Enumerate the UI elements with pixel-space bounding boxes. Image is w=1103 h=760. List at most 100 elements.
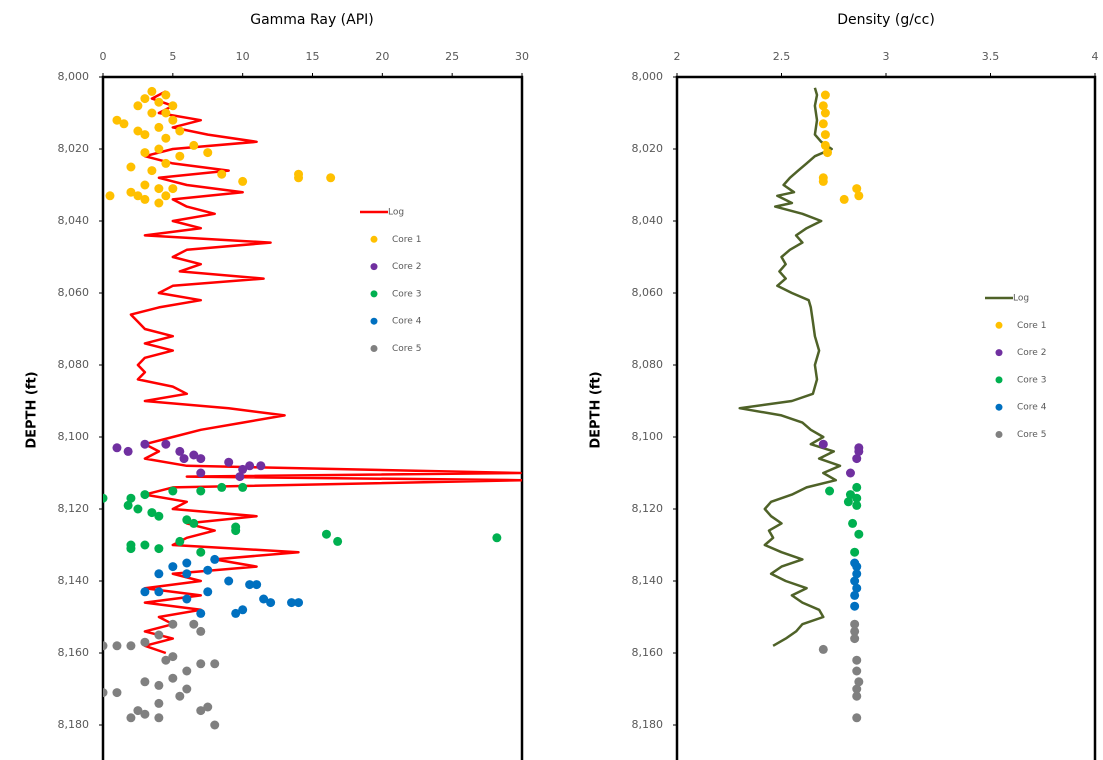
legend-swatch <box>370 290 378 298</box>
x-tick-label: 3.5 <box>982 50 1000 63</box>
core-point <box>133 191 143 201</box>
y-tick-label: 8,060 <box>58 286 90 299</box>
core-point <box>103 493 108 503</box>
y-tick-label: 8,020 <box>632 142 664 155</box>
y-tick-label: 8,100 <box>58 430 90 443</box>
core-point <box>850 547 860 557</box>
core-point <box>196 486 206 496</box>
core-point <box>238 464 248 474</box>
core-point <box>854 191 864 201</box>
chart-title: Density (g/cc) <box>837 12 935 28</box>
core-point <box>126 187 136 197</box>
x-tick-label: 15 <box>306 50 320 63</box>
core-point <box>147 166 157 176</box>
core-point <box>231 526 241 536</box>
core-point <box>820 108 830 118</box>
y-tick-label: 8,180 <box>58 718 90 731</box>
core-point <box>168 101 178 111</box>
log-line <box>738 87 842 647</box>
core-point <box>854 446 864 456</box>
plot-area <box>103 86 522 730</box>
core-point <box>140 677 150 687</box>
core-point <box>852 454 862 464</box>
core-point <box>820 90 830 100</box>
core-point <box>123 500 133 510</box>
core-point <box>850 619 860 629</box>
core-point <box>326 173 336 183</box>
y-axis-title: DEPTH (ft) <box>25 371 40 448</box>
core-point <box>492 533 502 543</box>
core-point <box>238 482 248 492</box>
core-point <box>140 180 150 190</box>
x-tick-label: 25 <box>445 50 459 63</box>
core-point <box>168 652 178 662</box>
core-point <box>161 108 171 118</box>
core-point <box>217 482 227 492</box>
core-point <box>852 655 862 665</box>
core-point <box>123 446 133 456</box>
core-point <box>140 194 150 204</box>
core-point <box>820 140 830 150</box>
legend-label: Core 3 <box>392 289 421 299</box>
core-point <box>294 598 304 608</box>
y-tick-label: 8,120 <box>632 502 664 515</box>
core-point <box>210 554 220 564</box>
core-point <box>850 590 860 600</box>
core-point <box>133 504 143 514</box>
legend-label: Core 5 <box>392 344 421 354</box>
core-point <box>175 536 185 546</box>
core-point <box>843 497 853 507</box>
core-point <box>175 691 185 701</box>
core-point <box>112 115 122 125</box>
core-point <box>147 108 157 118</box>
core-point <box>287 598 297 608</box>
legend-label: Log <box>1013 294 1029 304</box>
core-point <box>154 713 164 723</box>
core-point <box>850 576 860 586</box>
log-line <box>129 90 522 655</box>
core-point <box>231 608 241 618</box>
core-point <box>818 101 828 111</box>
core-point <box>182 684 192 694</box>
core-point <box>818 439 828 449</box>
legend-swatch <box>995 403 1003 411</box>
core-point <box>852 562 862 572</box>
core-point <box>168 562 178 572</box>
core-point <box>256 461 266 471</box>
core-point <box>147 508 157 518</box>
core-point <box>321 529 331 539</box>
core-point <box>140 540 150 550</box>
core-point <box>852 666 862 676</box>
core-point <box>252 580 262 590</box>
y-tick-label: 8,140 <box>58 574 90 587</box>
legend-swatch <box>995 431 1003 438</box>
core-point <box>196 547 206 557</box>
core-point <box>112 641 122 651</box>
core-point <box>224 457 234 467</box>
core-point <box>852 500 862 510</box>
x-tick-label: 5 <box>169 50 176 63</box>
core-point <box>154 144 164 154</box>
legend-swatch <box>370 263 378 271</box>
y-tick-label: 8,080 <box>632 358 664 371</box>
x-tick-label: 0 <box>100 50 107 63</box>
core-point <box>825 486 835 496</box>
legend-label: Core 2 <box>1017 348 1046 358</box>
core-point <box>168 673 178 683</box>
core-point <box>133 126 143 136</box>
y-tick-label: 8,000 <box>632 70 664 83</box>
core-point <box>140 439 150 449</box>
core-point <box>179 454 189 464</box>
core-point <box>848 518 858 528</box>
x-tick-label: 2 <box>674 50 681 63</box>
core-point <box>154 97 164 107</box>
core-point <box>238 176 248 186</box>
y-tick-label: 8,040 <box>58 214 90 227</box>
core-point <box>112 443 122 453</box>
core-point <box>126 493 136 503</box>
core-point <box>154 184 164 194</box>
y-tick-label: 8,160 <box>632 646 664 659</box>
core-point <box>196 468 206 478</box>
core-point <box>154 544 164 554</box>
core-point <box>182 558 192 568</box>
